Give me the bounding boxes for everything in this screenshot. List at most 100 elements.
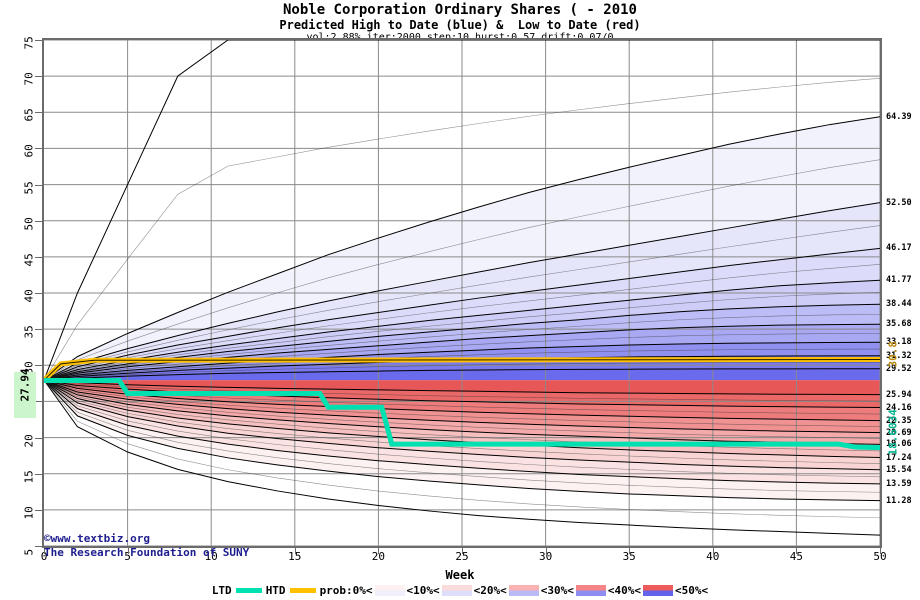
- legend-swatch-4: [643, 585, 674, 596]
- right-label-52-50: 52.50: [886, 197, 912, 208]
- y-tick-mark: [35, 509, 42, 511]
- legend-band-label-1: <20%<: [473, 584, 507, 597]
- y-tick-mark: [35, 148, 42, 150]
- x-tick-35: 35: [622, 550, 636, 563]
- high-subcurve-7: [44, 348, 880, 381]
- y-tick-mark: [35, 184, 42, 186]
- legend-prob-label: prob:0%<: [319, 584, 373, 597]
- x-tick-30: 30: [538, 550, 553, 563]
- chart-subtitle: Predicted High to Date (blue) & Low to D…: [279, 18, 641, 32]
- ltd-line: [44, 377, 880, 451]
- legend-band-label-2: <30%<: [540, 584, 574, 597]
- low-curve-l7: [44, 379, 880, 471]
- credit-line1: ©www.textbiz.org: [44, 532, 150, 545]
- right-label-64-39: 64.39: [886, 111, 912, 122]
- high-curve-max: [44, 40, 880, 381]
- x-tick-50: 50: [873, 550, 887, 563]
- low-subcurve-3: [44, 379, 880, 439]
- legend-band-label-4: <50%<: [675, 584, 709, 597]
- x-tick-15: 15: [288, 550, 302, 563]
- plot-area[interactable]: [42, 38, 882, 548]
- y-tick-mark: [35, 401, 42, 403]
- legend-ltd-swatch: [235, 588, 262, 593]
- high-band-b7: [44, 342, 880, 381]
- x-tick-mark: [294, 548, 296, 554]
- y-tick-mark: [35, 256, 42, 258]
- high-band-b4: [44, 280, 880, 381]
- right-label-24-16: 24.16: [886, 402, 912, 413]
- low-subcurve-8: [44, 379, 880, 519]
- right-label-15-54: 15.54: [886, 464, 912, 475]
- high-curve-b9: [44, 368, 880, 381]
- right-label-29-52: 29.52: [886, 363, 912, 374]
- low-band-min: [44, 380, 880, 536]
- y-tick-mark: [35, 112, 42, 114]
- right-label-35-68: 35.68: [886, 319, 912, 330]
- low-band-l3: [44, 380, 880, 421]
- low-curve-l8: [44, 379, 880, 485]
- right-label-13-59: 13.59: [886, 478, 912, 489]
- x-tick-mark: [378, 548, 380, 554]
- high-curve-b2: [44, 202, 880, 381]
- low-curve-l4: [44, 379, 880, 434]
- x-axis-label: Week: [445, 568, 475, 582]
- high-subcurve-8: [44, 361, 880, 381]
- right-label-38-44: 38.44: [886, 299, 912, 310]
- legend-swatch-1: [441, 585, 472, 596]
- x-tick-40: 40: [706, 550, 720, 563]
- y-axis-label: Price ($): [0, 195, 1, 315]
- legend-htd-swatch: [289, 588, 316, 593]
- legend-swatch-0: [374, 585, 405, 596]
- legend-ltd-label: LTD: [211, 584, 232, 597]
- htd-line-outline: [44, 359, 880, 381]
- x-tick-mark: [545, 548, 547, 554]
- x-tick-mark: [629, 548, 631, 554]
- x-tick-mark: [211, 548, 213, 554]
- high-curve-b4: [44, 279, 880, 381]
- right-label-25-94: 25.94: [886, 389, 912, 400]
- right-label-17-24: 17.24: [886, 452, 912, 463]
- right-label-41-77: 41.77: [886, 275, 912, 286]
- legend-swatch-2: [508, 585, 539, 596]
- legend-htd-label: HTD: [265, 584, 286, 597]
- high-curve-b3: [44, 247, 880, 381]
- high-subcurve-1: [44, 159, 880, 381]
- high-subcurve-0: [44, 78, 880, 381]
- high-curve-p<10-upper: [44, 116, 880, 381]
- x-tick-5: 5: [124, 550, 131, 563]
- high-band-b6: [44, 324, 880, 381]
- high-curve-b7: [44, 341, 880, 381]
- chart-parameters: vol:2.88% iter:2000 step:10 hurst:0.57 d…: [0, 32, 920, 43]
- chart-legend: LTD HTD prob:0%< <10%< <20%< <30%< <40%< <50%<: [0, 584, 920, 597]
- x-tick-mark: [712, 548, 714, 554]
- high-subcurve-4: [44, 291, 880, 381]
- x-tick-20: 20: [371, 550, 386, 563]
- y-tick-mark: [35, 40, 42, 41]
- ltd-value-label: 18.6034: [886, 408, 900, 456]
- low-curve-l6: [44, 379, 880, 459]
- low-subcurve-4: [44, 379, 880, 452]
- low-subcurve-2: [44, 379, 880, 427]
- legend-band-label-0: <10%<: [406, 584, 440, 597]
- legend-band-label-3: <40%<: [607, 584, 642, 597]
- x-tick-25: 25: [455, 550, 469, 563]
- chart-title: Noble Corporation Ordinary Shares ( - 20…: [282, 2, 637, 18]
- y-tick-mark: [35, 329, 42, 331]
- x-tick-mark: [796, 548, 798, 554]
- x-tick-mark: [880, 548, 881, 554]
- y-tick-mark: [35, 76, 42, 78]
- credit-text: ©www.textbiz.org The Research Foundation…: [44, 532, 249, 560]
- low-curve-l5: [44, 379, 880, 445]
- y-tick-mark: [35, 437, 42, 439]
- y-tick-mark: [35, 473, 42, 475]
- high-subcurve-6: [44, 332, 880, 381]
- y-tick-mark: [35, 365, 42, 367]
- low-curve-min: [44, 379, 880, 536]
- high-subcurve-2: [44, 225, 880, 381]
- chart-canvas: [44, 40, 880, 546]
- right-label-46-17: 46.17: [886, 243, 912, 254]
- right-label-20-69: 20.69: [886, 427, 912, 438]
- low-curve-l3: [44, 379, 880, 422]
- right-label-22-35: 22.35: [886, 415, 912, 426]
- y-tick-mark: [35, 293, 42, 294]
